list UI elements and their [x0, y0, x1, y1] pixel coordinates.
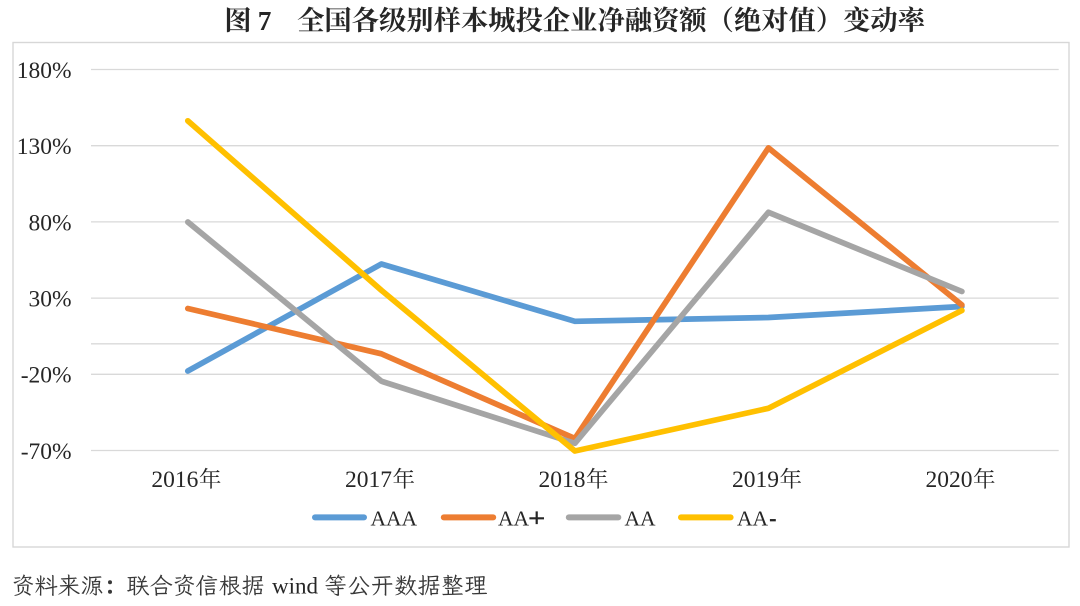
svg-text:wind: wind	[272, 574, 319, 599]
svg-text:AA: AA	[498, 506, 530, 530]
svg-text:-70%: -70%	[21, 439, 72, 465]
svg-text:2019: 2019	[732, 467, 779, 493]
svg-text:7: 7	[258, 6, 272, 36]
svg-text:2020: 2020	[926, 467, 973, 493]
svg-text:180%: 180%	[17, 58, 72, 84]
svg-text:AAA: AAA	[371, 506, 418, 530]
svg-text:AA: AA	[737, 506, 769, 530]
svg-text:80%: 80%	[29, 210, 72, 236]
svg-text:130%: 130%	[17, 134, 72, 160]
svg-text:-20%: -20%	[21, 363, 72, 389]
svg-text:2016: 2016	[151, 467, 198, 493]
svg-text:AA: AA	[625, 506, 657, 530]
svg-text:30%: 30%	[29, 287, 72, 313]
svg-text:2017: 2017	[345, 467, 392, 493]
svg-text:2018: 2018	[539, 467, 586, 493]
